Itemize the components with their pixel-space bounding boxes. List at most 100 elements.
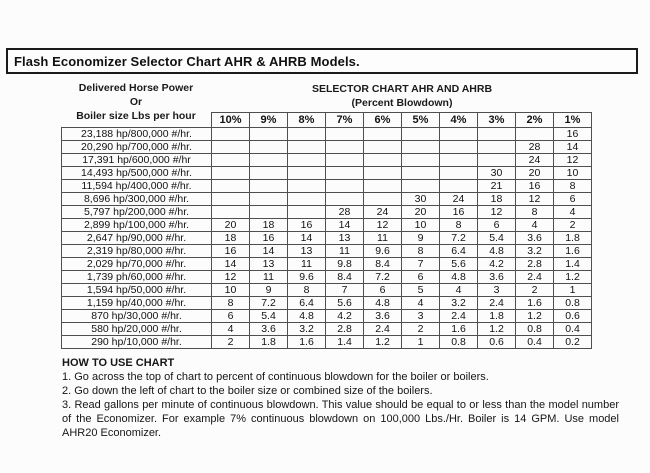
table-cell: 10: [401, 218, 440, 232]
table-cell: 10: [211, 283, 250, 297]
col-header-8pct: 8%: [287, 112, 326, 128]
table-cell: 28: [325, 205, 364, 219]
table-cell: 14: [211, 257, 250, 271]
table-cell: 1.8: [249, 335, 288, 349]
table-cell: 24: [363, 205, 402, 219]
table-cell: 2: [211, 335, 250, 349]
table-cell: 9.8: [325, 257, 364, 271]
row-axis-header-line1: Delivered Horse Power: [78, 82, 194, 94]
page-title-box: Flash Economizer Selector Chart AHR & AH…: [6, 48, 638, 74]
table-cell: 6.4: [287, 296, 326, 310]
table-cell: 8: [287, 283, 326, 297]
row-label: 14,493 hp/500,000 #/hr.: [61, 166, 212, 180]
table-cell: 1.8: [553, 231, 592, 245]
col-header-2pct: 2%: [515, 112, 554, 128]
table-cell: 0.4: [553, 322, 592, 336]
table-cell: [249, 192, 288, 206]
table-cell: 1.6: [553, 244, 592, 258]
table-cell: [325, 140, 364, 154]
table-cell: 3.6: [363, 309, 402, 323]
table-cell: [249, 205, 288, 219]
table-cell: 4: [553, 205, 592, 219]
table-row: 20,290 hp/700,000 #/hr. 28 14: [61, 140, 592, 154]
table-cell: 1.2: [553, 270, 592, 284]
table-cell: 12: [553, 153, 592, 167]
how-to-use-section: HOW TO USE CHART 1. Go across the top of…: [62, 356, 619, 440]
table-cell: [211, 192, 250, 206]
table-cell: 3.2: [287, 322, 326, 336]
table-cell: [439, 153, 478, 167]
col-header-3pct: 3%: [477, 112, 516, 128]
table-cell: [287, 166, 326, 180]
row-label: 1,159 hp/40,000 #/hr.: [61, 296, 212, 310]
table-cell: 4.8: [363, 296, 402, 310]
table-cell: 5: [401, 283, 440, 297]
table-cell: 24: [515, 153, 554, 167]
table-cell: 4.2: [325, 309, 364, 323]
table-cell: 3.6: [249, 322, 288, 336]
table-cell: [287, 179, 326, 193]
table-cell: 20: [401, 205, 440, 219]
table-cell: [401, 153, 440, 167]
table-row: 290 hp/10,000 #/hr. 2 1.8 1.6 1.4 1.2 1 0.8 0.6 0…: [61, 335, 592, 349]
col-header-9pct: 9%: [249, 112, 288, 128]
table-cell: 2.8: [325, 322, 364, 336]
row-label: 2,647 hp/90,000 #/hr.: [61, 231, 212, 245]
how-to-use-step-2: 2. Go down the left of chart to the boil…: [62, 385, 433, 397]
row-label: 2,319 hp/80,000 #/hr.: [61, 244, 212, 258]
table-cell: 1: [401, 335, 440, 349]
table-cell: 1.2: [477, 322, 516, 336]
table-cell: [477, 140, 516, 154]
table-cell: 11: [363, 231, 402, 245]
table-cell: 16: [287, 218, 326, 232]
table-cell: [439, 127, 478, 141]
table-cell: 12: [211, 270, 250, 284]
table-cell: 8: [553, 179, 592, 193]
table-cell: 12: [515, 192, 554, 206]
table-cell: [287, 153, 326, 167]
table-cell: [287, 140, 326, 154]
table-row: 8,696 hp/300,000 #/hr. 30 24 18 12 6: [61, 192, 592, 206]
selector-chart-header: SELECTOR CHART AHR AND AHRB (Percent Blo…: [211, 82, 593, 110]
table-cell: [477, 127, 516, 141]
table-cell: 1.4: [325, 335, 364, 349]
table-row: 2,647 hp/90,000 #/hr. 18 16 14 13 11 9 7.2 5.4 3.…: [61, 231, 592, 245]
table-cell: 13: [325, 231, 364, 245]
table-cell: 3: [477, 283, 516, 297]
row-label: 20,290 hp/700,000 #/hr.: [61, 140, 212, 154]
table-cell: [287, 127, 326, 141]
row-label: 23,188 hp/800,000 #/hr.: [61, 127, 212, 141]
table-cell: 0.8: [553, 296, 592, 310]
col-header-6pct: 6%: [363, 112, 402, 128]
table-cell: 1.2: [363, 335, 402, 349]
row-axis-header-line3: Boiler size Lbs per hour: [76, 110, 196, 122]
table-cell: 2: [553, 218, 592, 232]
table-cell: [401, 166, 440, 180]
table-cell: [401, 179, 440, 193]
corner-cell: [62, 113, 212, 128]
table-cell: 1.6: [515, 296, 554, 310]
table-cell: 11: [325, 244, 364, 258]
table-cell: [325, 179, 364, 193]
table-cell: 1.2: [515, 309, 554, 323]
table-cell: [211, 179, 250, 193]
table-cell: 9: [249, 283, 288, 297]
table-cell: 13: [287, 244, 326, 258]
row-label: 870 hp/30,000 #/hr.: [61, 309, 212, 323]
table-cell: 2.4: [439, 309, 478, 323]
table-cell: [363, 140, 402, 154]
table-cell: 4.8: [439, 270, 478, 284]
table-row: 2,029 hp/70,000 #/hr. 14 13 11 9.8 8.4 7 5.6 4.2…: [61, 257, 592, 271]
table-cell: 13: [249, 257, 288, 271]
selector-chart-header-line1: SELECTOR CHART AHR AND AHRB: [311, 83, 493, 95]
selector-table: 10% 9% 8% 7% 6% 5% 4% 3% 2% 1% 23,188 hp/800,000 #…: [61, 112, 592, 349]
row-label: 2,029 hp/70,000 #/hr.: [61, 257, 212, 271]
table-cell: [211, 205, 250, 219]
how-to-use-step-3: 3. Read gallons per minute of continuous…: [62, 399, 619, 439]
table-cell: 24: [439, 192, 478, 206]
table-row: 1,739 ph/60,000 #/hr. 12 11 9.6 8.4 7.2 6 4.8 3.…: [61, 270, 592, 284]
table-cell: 16: [439, 205, 478, 219]
table-cell: 6: [477, 218, 516, 232]
col-header-4pct: 4%: [439, 112, 478, 128]
